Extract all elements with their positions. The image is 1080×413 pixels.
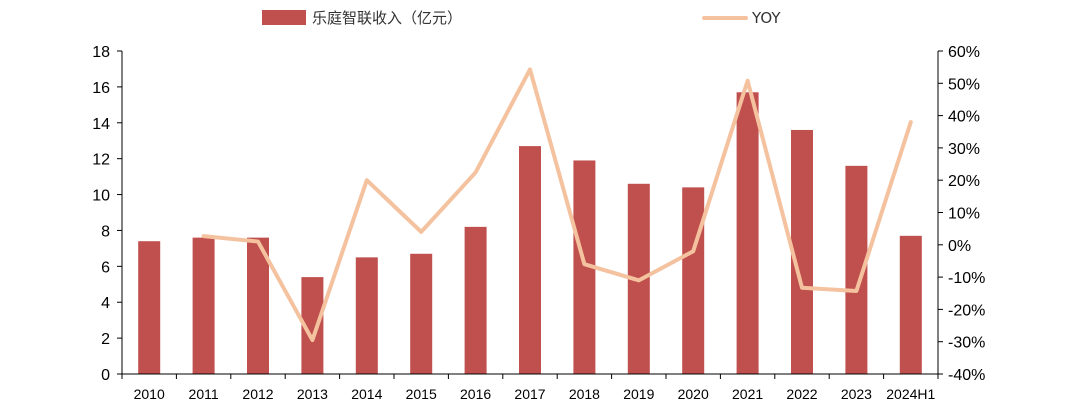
right-tick-label: 30%: [948, 141, 980, 158]
revenue-bar: [845, 165, 868, 374]
revenue-bar: [247, 237, 269, 374]
x-tick-label: 2015: [406, 386, 437, 402]
yoy-series-line: [201, 67, 913, 343]
left-tick-label: 14: [92, 116, 110, 133]
revenue-bar: [682, 187, 705, 374]
right-tick-label: 20%: [948, 173, 980, 190]
revenue-bar: [410, 253, 433, 374]
x-tick-label: 2023: [841, 386, 872, 402]
x-tick-label: 2024H1: [886, 386, 935, 402]
x-tick-label: 2012: [242, 386, 273, 402]
x-tick-label: 2019: [623, 386, 654, 402]
left-tick-label: 6: [101, 259, 110, 276]
right-tick-label: 50%: [948, 76, 980, 93]
left-tick-label: 10: [92, 188, 110, 205]
yoy-line: [201, 67, 913, 343]
revenue-bar: [573, 160, 596, 374]
revenue-bar: [301, 277, 324, 374]
x-tick-label: 2020: [678, 386, 709, 402]
right-tick-label: -10%: [948, 270, 985, 287]
x-tick-label: 2016: [460, 386, 491, 402]
revenue-bar: [519, 146, 541, 374]
x-tick-label: 2013: [297, 386, 328, 402]
legend-label-revenue: 乐庭智联收入（亿元）: [312, 9, 462, 27]
x-tick-label: 2010: [134, 386, 165, 402]
right-tick-label: -30%: [948, 335, 985, 352]
x-tick-label: 2021: [732, 386, 763, 402]
left-tick-label: 18: [92, 44, 110, 61]
revenue-bar: [736, 92, 759, 375]
revenue-bar: [355, 257, 378, 374]
x-axis: 2010 2011 2012 2013 2014 2015 2016 2017 2018 2019…: [121, 373, 939, 402]
right-tick-label: 0%: [948, 238, 971, 255]
revenue-bar: [464, 226, 487, 374]
right-tick-label: -20%: [948, 302, 985, 319]
x-tick-label: 2018: [569, 386, 600, 402]
left-tick-label: 4: [101, 295, 110, 312]
legend-swatch-revenue: [262, 10, 306, 25]
left-y-axis: 0 2 4 6 8 10 12 14 16 18: [92, 44, 123, 384]
left-tick-label: 12: [92, 152, 110, 169]
right-tick-label: -40%: [948, 367, 985, 384]
revenue-bar: [791, 129, 813, 374]
revenue-bar: [192, 237, 215, 374]
revenue-bars: [138, 92, 922, 375]
left-tick-label: 8: [101, 223, 110, 240]
x-tick-label: 2011: [189, 386, 219, 402]
x-tick-label: 2017: [514, 386, 545, 402]
revenue-bar: [899, 235, 922, 374]
x-tick-label: 2014: [351, 386, 382, 402]
revenue-bar: [138, 241, 161, 374]
left-tick-label: 2: [101, 331, 110, 348]
chart-legend: 乐庭智联收入（亿元） YOY: [262, 9, 781, 27]
legend-label-yoy: YOY: [751, 9, 781, 27]
x-tick-label: 2022: [786, 386, 817, 402]
left-tick-label: 0: [101, 367, 110, 384]
right-tick-label: 10%: [948, 206, 980, 223]
right-tick-label: 40%: [948, 109, 980, 126]
right-tick-label: 60%: [948, 44, 980, 61]
right-y-axis: -40% -30% -20% -10% 0% 10% 20% 30% 40% 50% 60%: [937, 44, 985, 384]
left-tick-label: 16: [92, 80, 110, 97]
